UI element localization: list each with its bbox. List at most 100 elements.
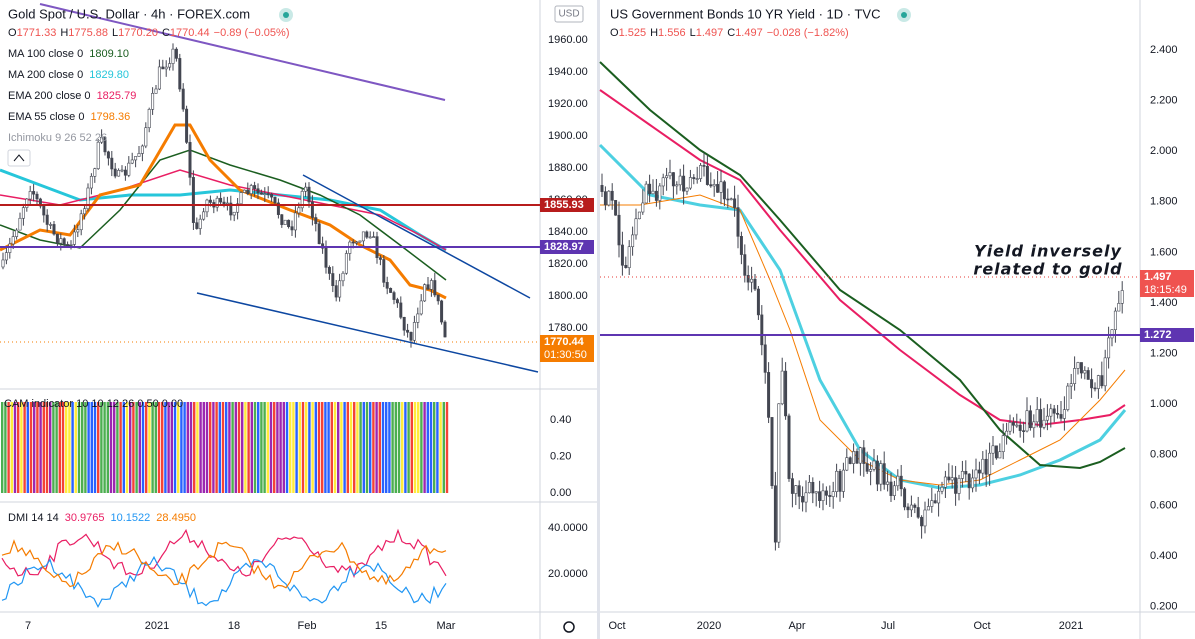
candle — [828, 495, 832, 497]
cam-bar — [221, 402, 225, 493]
candle — [943, 476, 947, 488]
ohlc-value: 1775.88 — [68, 27, 108, 39]
candle — [83, 208, 87, 215]
candle — [1107, 337, 1111, 359]
cam-bar — [148, 402, 151, 493]
dmi-tick: 40.0000 — [548, 522, 588, 534]
cam-bar — [324, 402, 327, 493]
cam-bar — [353, 402, 356, 493]
price-tick: 1.200 — [1150, 348, 1178, 360]
candle — [1056, 412, 1060, 415]
candle — [123, 169, 127, 176]
cam-bar — [237, 402, 241, 493]
candle — [242, 189, 246, 193]
candle — [848, 457, 852, 464]
candle — [256, 188, 260, 194]
candle — [1100, 375, 1104, 387]
cam-bar — [340, 402, 343, 493]
cam-bar — [381, 402, 385, 493]
candle — [824, 490, 828, 496]
candle — [821, 490, 825, 501]
cam-bar — [279, 402, 282, 493]
candle — [869, 469, 873, 472]
candle — [637, 211, 641, 220]
candle — [1045, 415, 1049, 421]
cam-bar — [20, 402, 23, 493]
candle — [719, 181, 723, 193]
settings-icon[interactable] — [563, 621, 575, 633]
indicator-line — [1, 555, 447, 609]
dmi-value: 10.1522 — [111, 512, 151, 524]
ohlc-value: 1770.44 — [170, 27, 210, 39]
candle — [926, 506, 930, 511]
candle — [49, 224, 53, 226]
candle — [45, 214, 49, 225]
cam-bar — [215, 402, 218, 493]
cam-bar — [180, 402, 183, 493]
candle — [773, 485, 777, 543]
candle — [814, 491, 818, 494]
ohlc-value: 1770.20 — [118, 27, 158, 39]
candle — [100, 136, 104, 143]
cam-bar — [369, 402, 372, 493]
cam-bar — [436, 402, 439, 493]
candle — [385, 282, 389, 289]
cam-bar — [327, 402, 330, 493]
candle — [784, 370, 788, 417]
candle — [716, 184, 720, 193]
candle — [429, 280, 433, 290]
cam-bar — [349, 402, 353, 493]
cam-bar — [167, 402, 170, 493]
candle — [909, 504, 913, 511]
cam-bar — [141, 402, 145, 493]
candle — [174, 48, 178, 59]
candle — [699, 165, 703, 179]
cam-bar — [119, 402, 122, 493]
candle — [297, 207, 301, 214]
channel-line — [196, 292, 539, 373]
ohlc-key: O — [610, 27, 619, 39]
candle — [920, 516, 924, 527]
trend-line — [39, 3, 446, 101]
candle — [321, 243, 325, 249]
candle — [811, 482, 815, 494]
cam-bar — [404, 402, 407, 493]
candle — [726, 198, 730, 201]
legend-name: EMA 200 close 0 — [8, 90, 91, 102]
cam-bar — [397, 402, 401, 493]
candle — [797, 485, 801, 497]
candle — [852, 451, 856, 464]
candle — [603, 191, 607, 206]
price-label — [540, 198, 594, 212]
candle — [923, 509, 927, 527]
cam-bar — [445, 402, 449, 493]
price-tick: 2.400 — [1150, 44, 1178, 56]
candle — [25, 198, 29, 208]
cam-bar — [257, 402, 260, 493]
cam-bar — [417, 402, 420, 493]
cam-bar — [433, 402, 436, 493]
cam-bar — [241, 402, 244, 493]
candle — [736, 207, 740, 237]
candle — [957, 478, 961, 494]
candle — [378, 257, 382, 260]
cam-bar — [17, 402, 20, 493]
candle — [862, 447, 866, 464]
candle — [671, 172, 675, 187]
cam-bar — [333, 402, 337, 493]
candle — [767, 372, 771, 418]
candle — [1005, 430, 1009, 437]
candle — [188, 142, 192, 178]
status-dot — [283, 12, 289, 18]
cam-bar — [183, 402, 186, 493]
candle — [443, 321, 447, 338]
right-ohlc: O1.525 H1.556 L1.497 C1.497 −0.028 (−1.82%) — [610, 27, 849, 39]
cam-bar — [420, 402, 423, 493]
cam-bar — [225, 402, 228, 493]
candle — [1120, 290, 1124, 304]
candle — [1062, 409, 1066, 419]
candle — [780, 370, 784, 405]
price-label-text: 1770.44 — [544, 336, 585, 348]
candle — [1083, 370, 1087, 374]
collapse-button[interactable] — [7, 149, 31, 167]
